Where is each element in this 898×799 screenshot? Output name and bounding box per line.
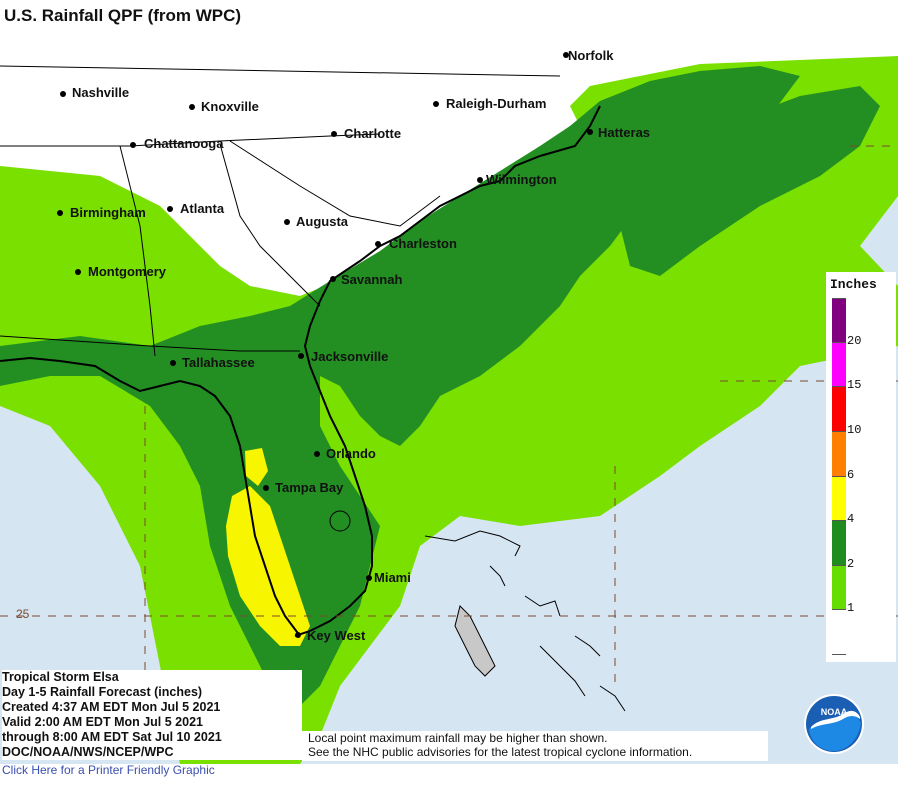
city-charleston: Charleston	[375, 236, 457, 251]
city-label: Birmingham	[70, 205, 146, 220]
latitude-label: 25	[16, 607, 30, 621]
city-label: Charlotte	[344, 126, 401, 141]
storm-name: Tropical Storm Elsa	[2, 670, 119, 684]
legend-label-2: 2	[847, 557, 855, 571]
city-label: Charleston	[389, 236, 457, 251]
city-montgomery: Montgomery	[75, 264, 167, 279]
city-label: Miami	[374, 570, 411, 585]
logo-text: NOAA	[821, 707, 848, 717]
legend-swatch-orange	[832, 431, 846, 477]
valid-end: through 8:00 AM EDT Sat Jul 10 2021	[2, 730, 222, 744]
city-key-west: Key West	[295, 628, 366, 643]
city-label: Atlanta	[180, 201, 225, 216]
city-label: Hatteras	[598, 125, 650, 140]
state-boundaries	[0, 65, 561, 357]
city-label: Norfolk	[568, 48, 614, 63]
city-tallahassee: Tallahassee	[170, 355, 255, 370]
city-miami: Miami	[366, 570, 411, 585]
city-norfolk: Norfolk	[563, 48, 614, 63]
city-label: Montgomery	[88, 264, 167, 279]
city-label: Augusta	[296, 214, 349, 229]
legend-title: Inches	[830, 277, 877, 292]
note-line-1: Local point maximum rainfall may be high…	[308, 731, 608, 745]
city-label: Jacksonville	[311, 349, 388, 364]
city-orlando: Orlando	[314, 446, 376, 461]
legend-swatch-magenta	[832, 342, 846, 387]
legend-swatch-yellow	[832, 476, 846, 521]
legend-swatch-white	[832, 609, 846, 655]
city-charlotte: Charlotte	[331, 126, 401, 141]
land-dry-area	[0, 46, 898, 296]
legend-swatch-lightgreen	[832, 565, 846, 610]
legend-label-20: 20	[847, 334, 862, 348]
rain-2-4-offshore	[620, 86, 880, 276]
legend-label-6: 6	[847, 468, 855, 482]
city-label: Knoxville	[201, 99, 259, 114]
andros-island	[454, 605, 496, 677]
city-birmingham: Birmingham	[57, 205, 146, 220]
legend-swatch-red	[832, 386, 846, 432]
city-label: Wilmington	[486, 172, 557, 187]
legend-swatch-purple	[832, 298, 846, 343]
city-raleigh-durham: Raleigh-Durham	[433, 96, 546, 111]
city-knoxville: Knoxville	[189, 99, 259, 114]
coastline	[0, 105, 601, 637]
valid-start: Valid 2:00 AM EDT Mon Jul 5 2021	[2, 715, 203, 729]
city-augusta: Augusta	[284, 214, 349, 229]
forecast-info-box: Tropical Storm Elsa Day 1-5 Rainfall For…	[2, 670, 302, 760]
rainfall-map: Nashville Knoxville Raleigh-Durham Norfo…	[0, 46, 898, 764]
city-atlanta: Atlanta	[167, 201, 225, 216]
city-label: Tampa Bay	[275, 480, 344, 495]
city-hatteras: Hatteras	[587, 125, 650, 140]
legend-label-4: 4	[847, 512, 855, 526]
note-line-2: See the NHC public advisories for the la…	[308, 745, 693, 759]
rain-2-4-area	[0, 66, 800, 706]
legend: Inches 20 15 10 6 4 2 1	[826, 272, 896, 662]
noaa-logo-icon: NOAA	[804, 694, 864, 754]
legend-label-15: 15	[847, 378, 862, 392]
legend-label-10: 10	[847, 423, 862, 437]
city-label: Key West	[307, 628, 366, 643]
printer-friendly-link[interactable]: Click Here for a Printer Friendly Graphi…	[2, 763, 215, 777]
city-label: Savannah	[341, 272, 402, 287]
city-label: Nashville	[72, 85, 129, 100]
created-time: Created 4:37 AM EDT Mon Jul 5 2021	[2, 700, 221, 714]
city-wilmington: Wilmington	[477, 172, 557, 187]
city-nashville: Nashville	[60, 85, 129, 100]
city-label: Orlando	[326, 446, 376, 461]
legend-swatch-darkgreen	[832, 520, 846, 566]
legend-label-1: 1	[847, 601, 855, 615]
forecast-type: Day 1-5 Rainfall Forecast (inches)	[2, 685, 203, 699]
city-label: Raleigh-Durham	[446, 96, 546, 111]
rain-4-6-area	[226, 486, 310, 646]
city-label: Chattanooga	[144, 136, 224, 151]
disclaimer-note: Local point maximum rainfall may be high…	[302, 731, 768, 761]
city-savannah: Savannah	[330, 272, 402, 287]
city-chattanooga: Chattanooga	[130, 136, 224, 151]
city-label: Tallahassee	[182, 355, 255, 370]
agency: DOC/NOAA/NWS/NCEP/WPC	[2, 745, 174, 759]
bahamas-islands	[424, 530, 626, 712]
rain-4-6-patch	[245, 448, 268, 486]
city-tampa-bay: Tampa Bay	[263, 480, 344, 495]
lake-okeechobee	[329, 510, 351, 532]
page-title: U.S. Rainfall QPF (from WPC)	[4, 6, 242, 25]
city-jacksonville: Jacksonville	[298, 349, 388, 364]
